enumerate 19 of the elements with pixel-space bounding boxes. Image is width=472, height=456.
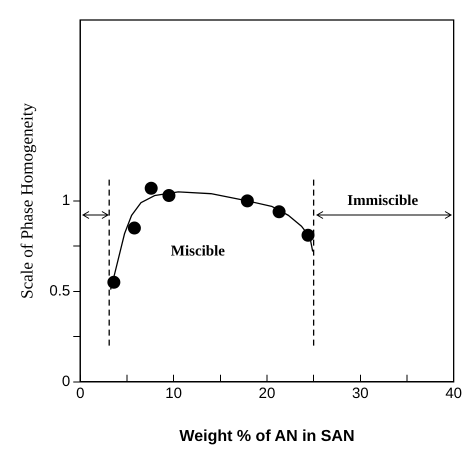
x-tick-label: 20 bbox=[258, 384, 276, 402]
point bbox=[240, 194, 254, 208]
point bbox=[107, 276, 120, 289]
y-tick-label: 0 bbox=[62, 372, 70, 390]
point bbox=[272, 205, 286, 218]
y-axis-title: Scale of Phase Homogeneity bbox=[18, 102, 37, 299]
point bbox=[302, 228, 315, 242]
annotation: Miscible bbox=[170, 243, 226, 260]
point bbox=[144, 182, 158, 195]
x-tick-label: 0 bbox=[76, 384, 84, 402]
y-tick-label: 0.5 bbox=[49, 282, 70, 300]
x-tick-label: 10 bbox=[165, 384, 182, 402]
x-tick-label: 40 bbox=[445, 384, 462, 402]
annotation: Immiscible bbox=[347, 192, 418, 209]
point bbox=[128, 222, 141, 235]
x-axis-title: Weight % of AN in SAN bbox=[179, 428, 355, 445]
point bbox=[162, 188, 176, 202]
y-tick-label: 1 bbox=[62, 192, 70, 210]
x-tick-label: 30 bbox=[352, 384, 369, 402]
